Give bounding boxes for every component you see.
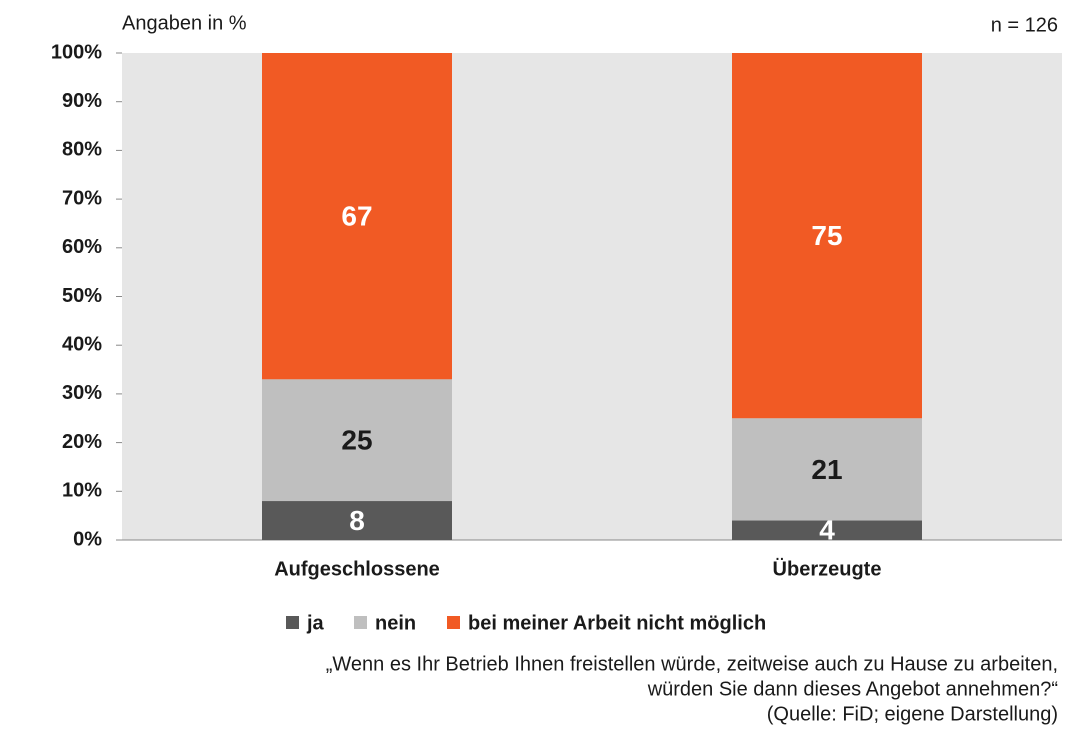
data-label: 67 [341,201,372,232]
x-tick-label: Überzeugte [773,557,882,580]
legend-swatch [447,616,460,629]
legend-label: bei meiner Arbeit nicht möglich [468,612,766,634]
y-tick-label: 0% [73,528,102,550]
bar-segment [732,520,922,540]
legend-swatch [354,616,367,629]
y-tick-label: 80% [62,139,102,161]
y-tick-label: 60% [62,236,102,258]
bar-segment [262,379,452,502]
bar-segment [732,53,922,419]
data-label: 25 [341,425,372,456]
y-tick-label: 10% [62,480,102,502]
bar-segment [732,418,922,521]
x-tick-label: Aufgeschlossene [274,558,440,580]
bar-segment [262,53,452,380]
y-tick-label: 100% [51,41,102,63]
data-label: 21 [811,454,842,485]
subtitle: Angaben in % [122,12,247,34]
y-tick-label: 90% [62,90,102,112]
note: „Wenn es Ihr Betrieb Ihnen freistellen w… [326,653,1058,675]
note: würden Sie dann dieses Angebot annehmen?… [647,678,1058,700]
annotation: n = 126 [991,14,1058,36]
legend-label: nein [375,612,416,634]
data-label: 4 [819,515,835,546]
y-tick-label: 70% [62,187,102,209]
legend-swatch [286,616,299,629]
bar-segment [262,501,452,540]
y-tick-label: 50% [62,285,102,307]
data-label: 75 [811,220,842,251]
y-tick-label: 20% [62,431,102,453]
note: (Quelle: FiD; eigene Darstellung) [767,703,1058,725]
y-tick-label: 40% [62,333,102,355]
y-tick-label: 30% [62,382,102,404]
data-label: 8 [349,505,365,536]
legend-label: ja [306,612,325,634]
